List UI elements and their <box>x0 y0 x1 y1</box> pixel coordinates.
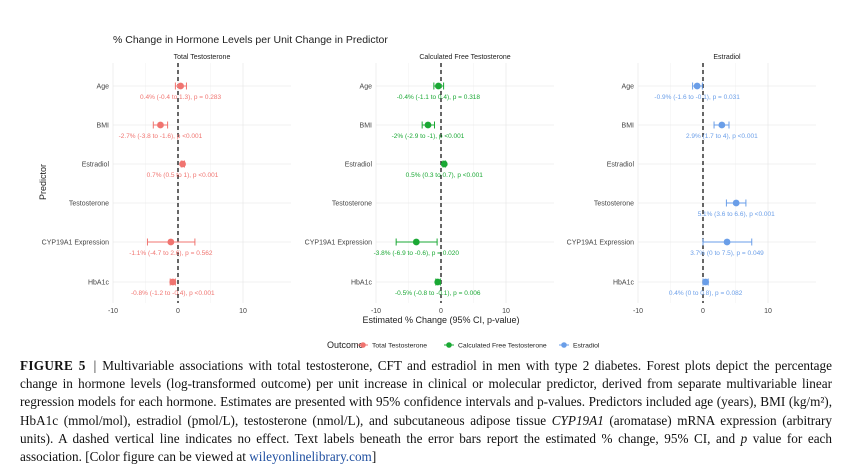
y-tick-label: CYP19A1 Expression <box>567 240 634 247</box>
y-tick-label: BMI <box>360 123 373 130</box>
y-tick-label: Estradiol <box>345 162 373 169</box>
y-tick-label: Estradiol <box>82 162 110 169</box>
x-tick-label: 0 <box>701 308 705 315</box>
y-tick-label: BMI <box>97 123 110 130</box>
estimate-point <box>435 82 442 90</box>
panel-title: Estradiol <box>713 54 741 61</box>
x-tick-label: 10 <box>239 308 247 315</box>
estimate-point <box>723 238 731 246</box>
y-tick-label: BMI <box>622 123 635 130</box>
data-label: 0.7% (0.5 to 1), p <0.001 <box>147 172 219 179</box>
estimate-point <box>169 278 177 286</box>
estimate-point <box>732 199 740 207</box>
y-tick-label: CYP19A1 Expression <box>305 240 372 247</box>
panel-title: Calculated Free Testosterone <box>419 54 510 61</box>
figure-caption: FIGURE 5 | Multivariable associations with… <box>20 357 832 466</box>
estimate-point <box>434 278 442 286</box>
data-label: 0.4% (0 to 0.8), p = 0.082 <box>669 290 743 297</box>
data-label: -2% (-2.9 to -1), p <0.001 <box>392 133 465 140</box>
y-tick-label: Age <box>97 84 110 91</box>
chart-title: % Change in Hormone Levels per Unit Chan… <box>113 34 388 46</box>
y-tick-label: Age <box>360 84 373 91</box>
data-label: -1.1% (-4.7 to 2.6), p = 0.562 <box>129 250 213 257</box>
data-label: 0.4% (-0.4 to 1.3), p = 0.283 <box>140 94 222 101</box>
panel-calculated-free-testosterone: Calculated Free Testosterone Age BMI Estrad… <box>305 54 554 315</box>
y-tick-label: Testosterone <box>594 201 634 208</box>
y-tick-label: Testosterone <box>332 201 372 208</box>
caption-gene-name: CYP19A1 <box>551 412 604 428</box>
estimate-point <box>167 238 175 246</box>
estimate-point <box>177 82 185 90</box>
legend-key-point <box>561 342 567 348</box>
y-tick-label: HbA1c <box>88 280 110 287</box>
data-label: -0.4% (-1.1 to 0.4), p = 0.318 <box>397 94 481 101</box>
data-label: 2.9% (1.7 to 4), p <0.001 <box>686 133 758 140</box>
panel-title: Total Testosterone <box>174 54 231 61</box>
wiley-link[interactable]: wileyonlinelibrary.com <box>249 449 372 465</box>
data-label: -0.5% (-0.8 to -0.1), p = 0.006 <box>395 290 481 297</box>
estimate-point <box>424 121 432 129</box>
legend-entry-label: Estradiol <box>573 343 600 350</box>
caption-end: ] <box>371 449 377 465</box>
x-tick-label: -10 <box>108 308 118 315</box>
estimate-point <box>718 121 726 129</box>
estimate-point <box>157 121 164 129</box>
y-tick-label: Age <box>622 84 635 91</box>
data-label: 0.5% (0.3 to 0.7), p <0.001 <box>406 172 484 179</box>
y-tick-label: HbA1c <box>613 280 635 287</box>
estimate-point <box>179 160 186 168</box>
caption-separator: | <box>93 358 97 373</box>
data-label: -2.7% (-3.8 to -1.6), p <0.001 <box>119 133 203 140</box>
forest-panels: Total Testosterone Age BMI Estradiol Testost… <box>42 54 816 315</box>
x-tick-label: -10 <box>371 308 381 315</box>
data-label: -0.9% (-1.6 to -0.1), p = 0.031 <box>654 94 740 101</box>
data-label: -0.8% (-1.2 to -0.4), p <0.001 <box>131 290 215 297</box>
legend-entry-label: Total Testosterone <box>372 343 427 350</box>
legend: Outcome Total Testosterone Calculated Free… <box>327 340 600 350</box>
estimate-point <box>440 160 448 168</box>
y-tick-label: HbA1c <box>351 280 373 287</box>
panel-total-testosterone: Total Testosterone Age BMI Estradiol Testost… <box>42 54 291 315</box>
data-label: -3.8% (-6.9 to -0.6), p = 0.020 <box>374 250 460 257</box>
estimate-point <box>702 278 709 286</box>
x-axis-title: Estimated % Change (95% CI, p-value) <box>362 315 519 325</box>
y-tick-label: Estradiol <box>607 162 635 169</box>
forest-plot-figure: % Change in Hormone Levels per Unit Chan… <box>38 34 816 350</box>
x-tick-label: -10 <box>633 308 643 315</box>
estimate-point <box>693 82 701 90</box>
x-tick-label: 10 <box>502 308 510 315</box>
y-axis-title: Predictor <box>38 164 48 200</box>
x-tick-label: 0 <box>176 308 180 315</box>
legend-title: Outcome <box>327 340 364 350</box>
legend-key-point <box>446 342 452 348</box>
x-tick-label: 0 <box>439 308 443 315</box>
x-tick-label: 10 <box>764 308 772 315</box>
caption-p-symbol: p <box>740 430 748 446</box>
y-tick-label: Testosterone <box>69 201 109 208</box>
panel-estradiol: Estradiol Age BMI Estradiol Testosterone CYP1… <box>567 54 816 315</box>
data-label: 5.1% (3.6 to 6.6), p <0.001 <box>698 211 776 218</box>
estimate-point <box>412 238 420 246</box>
legend-key-point <box>360 342 366 348</box>
legend-entry-label: Calculated Free Testosterone <box>458 343 547 350</box>
caption-text-3: value for each association. [Color figur… <box>20 430 832 465</box>
caption-text: Multivariable associations with total te… <box>20 358 832 428</box>
caption-text-2: (aromatase) mRNA expression (arbitrary u… <box>20 412 832 446</box>
data-label: 3.7% (0 to 7.5), p = 0.049 <box>690 250 764 257</box>
y-tick-label: CYP19A1 Expression <box>42 240 109 247</box>
figure-label: FIGURE 5 <box>20 358 86 373</box>
